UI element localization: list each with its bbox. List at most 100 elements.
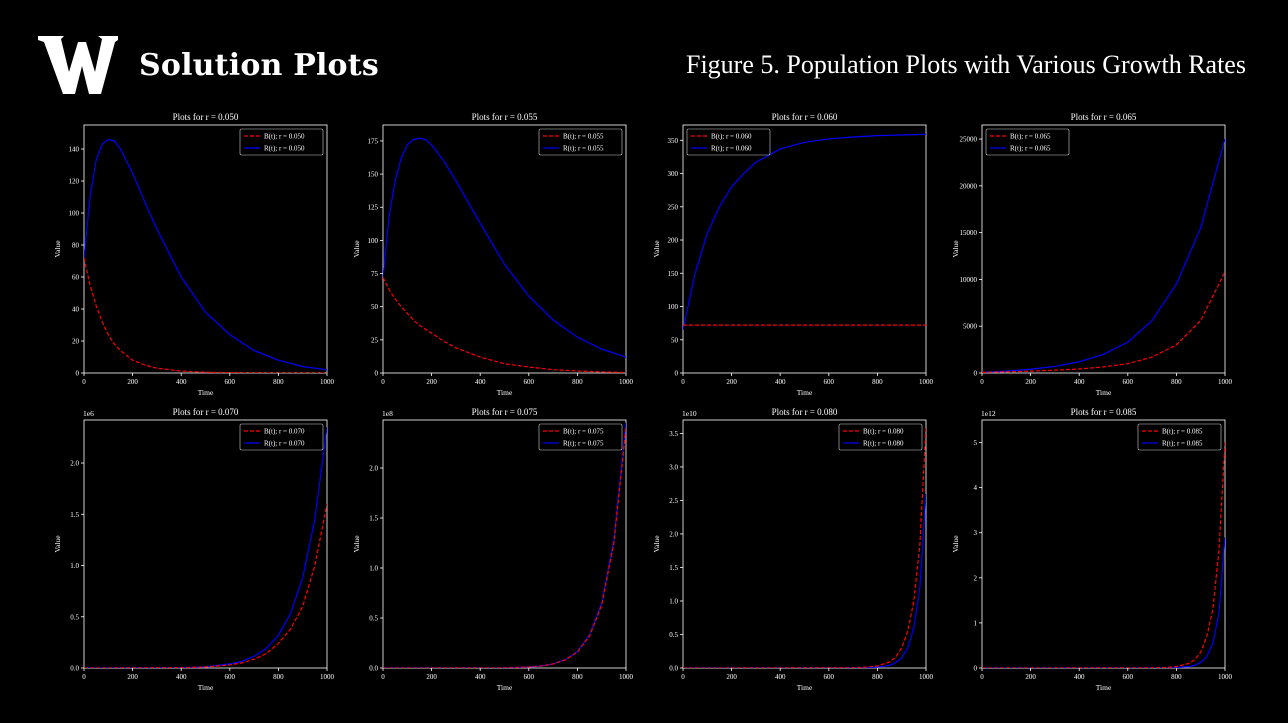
plot-title: Plots for r = 0.085: [1071, 407, 1137, 417]
x-tick-label: 800: [872, 378, 883, 386]
y-tick-label: 50: [371, 303, 379, 311]
legend-label: B(t); r = 0.070: [264, 428, 305, 436]
y-tick-label: 2.0: [669, 530, 678, 538]
x-tick-label: 400: [176, 378, 187, 386]
y-axis-label: Value: [352, 240, 361, 258]
y-tick-label: 0: [675, 370, 679, 378]
series-r-line: [683, 133, 926, 330]
y-tick-label: 0.0: [70, 665, 79, 673]
y-tick-label: 40: [72, 306, 80, 314]
series-b-line: [84, 503, 327, 668]
plot-frame: [382, 419, 627, 669]
x-tick-label: 0: [381, 673, 385, 681]
plot-title: Plots for r = 0.060: [772, 112, 838, 122]
y-tick-label: 0: [375, 370, 379, 378]
series-r-line: [84, 427, 327, 668]
plot-frame: [682, 419, 927, 669]
x-tick-label: 800: [572, 378, 583, 386]
x-tick-label: 1000: [919, 378, 934, 386]
y-tick-label: 125: [368, 204, 379, 212]
y-tick-label: 250: [668, 203, 679, 211]
legend-box: [239, 423, 324, 451]
series-b-line: [383, 427, 626, 668]
y-tick-label: 25: [371, 336, 379, 344]
y-tick-label: 120: [69, 178, 80, 186]
legend-label: R(t); r = 0.085: [1162, 440, 1203, 448]
legend-label: R(t); r = 0.055: [563, 145, 604, 153]
plot-frame: [981, 419, 1226, 669]
y-tick-label: 0.5: [70, 613, 79, 621]
y-tick-label: 0.5: [369, 615, 378, 623]
x-tick-label: 1000: [1218, 673, 1233, 681]
series-b-line: [982, 442, 1225, 668]
series-r-line: [383, 137, 626, 358]
y-tick-label: 1.0: [70, 562, 79, 570]
figure-title: Figure 5. Population Plots with Various …: [686, 50, 1246, 79]
x-tick-label: 200: [127, 673, 138, 681]
y-tick-label: 1: [974, 619, 978, 627]
y-tick-label: 50: [671, 336, 679, 344]
series-r-line: [982, 138, 1225, 373]
x-tick-label: 200: [1025, 673, 1036, 681]
y-tick-label: 100: [668, 303, 679, 311]
y-tick-label: 2.5: [669, 497, 678, 505]
y-tick-label: 60: [72, 274, 80, 282]
y-tick-label: 350: [668, 137, 679, 145]
x-tick-label: 800: [1171, 673, 1182, 681]
y-axis-label: Value: [652, 240, 661, 258]
x-tick-label: 0: [82, 378, 86, 386]
legend: B(t); r = 0.075 R(t); r = 0.075: [538, 423, 623, 451]
y-tick-label: 1.5: [669, 564, 678, 572]
y-tick-label: 150: [668, 270, 679, 278]
x-tick-label: 800: [273, 673, 284, 681]
x-tick-label: 400: [775, 378, 786, 386]
y-tick-label: 150: [368, 171, 379, 179]
x-tick-label: 600: [1123, 378, 1134, 386]
x-tick-label: 0: [82, 673, 86, 681]
x-axis-label: Time: [797, 388, 813, 397]
x-tick-label: 400: [775, 673, 786, 681]
y-tick-label: 10000: [960, 276, 978, 284]
x-tick-label: 800: [273, 378, 284, 386]
x-tick-label: 600: [1123, 673, 1134, 681]
legend-box: [538, 128, 623, 156]
y-tick-label: 80: [72, 242, 80, 250]
legend-label: R(t); r = 0.075: [563, 440, 604, 448]
series-b-line: [982, 271, 1225, 373]
plot-title: Plots for r = 0.080: [772, 407, 838, 417]
plot-title: Plots for r = 0.050: [173, 112, 239, 122]
legend: B(t); r = 0.085 R(t); r = 0.085: [1137, 423, 1222, 451]
x-tick-label: 600: [524, 378, 535, 386]
x-tick-label: 400: [1074, 673, 1085, 681]
y-axis-label: Value: [652, 535, 661, 553]
series-r-line: [383, 422, 626, 668]
plot-title: Plots for r = 0.070: [173, 407, 239, 417]
x-tick-label: 400: [1074, 378, 1085, 386]
y-tick-label: 0.5: [669, 631, 678, 639]
legend: B(t); r = 0.050 R(t); r = 0.050: [239, 128, 324, 156]
x-tick-label: 600: [225, 673, 236, 681]
x-axis-label: Time: [497, 683, 513, 692]
y-tick-label: 75: [371, 270, 379, 278]
subplot-6: Plots for r = 0.075 0 200 400 600 800 1000 0.0 0…: [352, 407, 634, 692]
x-tick-label: 0: [681, 673, 685, 681]
y-tick-label: 140: [69, 146, 80, 154]
legend-label: B(t); r = 0.065: [1010, 133, 1051, 141]
plot-frame: [83, 419, 328, 669]
x-axis-label: Time: [1096, 683, 1112, 692]
legend-label: B(t); r = 0.060: [711, 133, 752, 141]
y-tick-label: 15000: [960, 229, 978, 237]
x-tick-label: 1000: [919, 673, 934, 681]
series-r-line: [982, 537, 1225, 668]
y-tick-label: 2.0: [369, 465, 378, 473]
x-tick-label: 200: [426, 378, 437, 386]
legend-label: B(t); r = 0.085: [1162, 428, 1203, 436]
series-b-line: [84, 257, 327, 373]
y-tick-label: 25000: [960, 136, 978, 144]
x-tick-label: 200: [1025, 378, 1036, 386]
legend-label: R(t); r = 0.065: [1010, 145, 1051, 153]
x-tick-label: 400: [475, 378, 486, 386]
series-r-line: [683, 493, 926, 668]
legend-label: R(t); r = 0.050: [264, 145, 305, 153]
y-tick-label: 4: [974, 484, 978, 492]
